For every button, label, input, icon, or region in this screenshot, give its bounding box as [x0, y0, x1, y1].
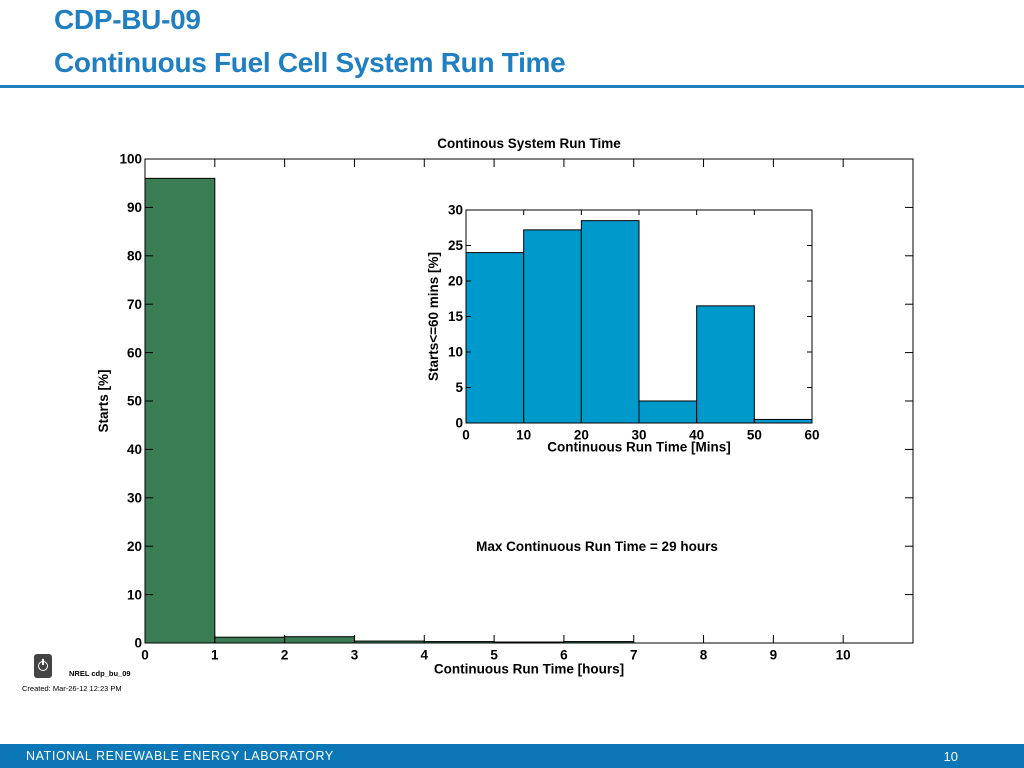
main-y-tick-label: 100: [119, 152, 142, 167]
main-y-tick-label: 0: [134, 636, 142, 651]
inset-y-tick-label: 5: [455, 380, 463, 395]
title-divider: [0, 85, 1024, 88]
power-icon: [34, 654, 52, 678]
main-x-tick-label: 9: [770, 648, 778, 663]
inset-bar: [523, 229, 582, 424]
footer-bar: NATIONAL RENEWABLE ENERGY LABORATORY 10: [0, 744, 1024, 768]
inset-bar: [580, 220, 640, 424]
main-y-tick-label: 90: [127, 200, 142, 215]
main-bar: [284, 636, 355, 644]
main-x-tick-label: 5: [490, 648, 498, 663]
main-y-tick-label: 20: [127, 539, 142, 554]
inset-y-tick-label: 25: [448, 238, 464, 253]
slide-title: Continuous Fuel Cell System Run Time: [54, 47, 566, 78]
inset-x-tick-label: 40: [689, 428, 704, 443]
main-y-tick-label: 80: [127, 249, 142, 264]
inset-x-axis-label: Continuous Run Time [Mins]: [547, 440, 730, 455]
main-y-tick-label: 50: [127, 394, 142, 409]
main-x-tick-label: 7: [630, 648, 638, 663]
main-x-tick-label: 1: [211, 648, 219, 663]
main-title: Continous System Run Time: [437, 136, 621, 151]
main-x-tick-label: 10: [836, 648, 851, 663]
main-annotation: Max Continuous Run Time = 29 hours: [476, 539, 718, 554]
inset-y-tick-label: 30: [448, 203, 463, 218]
inset-x-tick-label: 60: [804, 428, 819, 443]
inset-bar: [638, 400, 698, 424]
source-tag: NREL cdp_bu_09: [69, 669, 131, 678]
inset-bar: [696, 305, 755, 424]
slide-title-code: CDP-BU-09: [54, 4, 201, 35]
main-x-tick-label: 8: [700, 648, 708, 663]
inset-x-tick-label: 50: [747, 428, 762, 443]
inset-y-axis-label: Starts<=60 mins [%]: [426, 252, 441, 381]
inset-x-tick-label: 20: [574, 428, 589, 443]
page-number: 10: [943, 749, 958, 764]
main-y-tick-label: 60: [127, 345, 142, 360]
main-x-axis-label: Continuous Run Time [hours]: [434, 662, 624, 677]
main-y-tick-label: 10: [127, 587, 142, 602]
main-x-tick-label: 3: [351, 648, 359, 663]
inset-y-tick-label: 20: [448, 274, 463, 289]
main-x-tick-label: 4: [421, 648, 429, 663]
main-x-tick-label: 2: [281, 648, 289, 663]
inset-bar: [465, 252, 525, 424]
inset-x-tick-label: 10: [516, 428, 531, 443]
footer-lab-name: NATIONAL RENEWABLE ENERGY LABORATORY: [26, 749, 334, 763]
created-timestamp: Created: Mar-26-12 12:23 PM: [22, 684, 122, 693]
inset-y-tick-label: 15: [448, 309, 464, 324]
main-y-axis-label: Starts [%]: [96, 369, 111, 432]
main-bar: [214, 636, 286, 644]
main-bar: [144, 177, 216, 644]
main-y-tick-label: 70: [127, 297, 142, 312]
main-y-tick-label: 40: [127, 442, 142, 457]
inset-y-tick-label: 10: [448, 345, 463, 360]
inset-bar: [753, 418, 813, 424]
run-time-chart: 0 1 2 3 4 5 6 7 8 9 100102030405060708090100Contin…: [96, 136, 914, 677]
main-x-tick-label: 0: [141, 648, 149, 663]
inset-x-tick-label: 0: [462, 428, 470, 443]
main-x-tick-label: 6: [560, 648, 568, 663]
inset-y-tick-label: 0: [455, 416, 463, 431]
main-y-tick-label: 30: [127, 491, 142, 506]
inset-x-tick-label: 30: [631, 428, 646, 443]
